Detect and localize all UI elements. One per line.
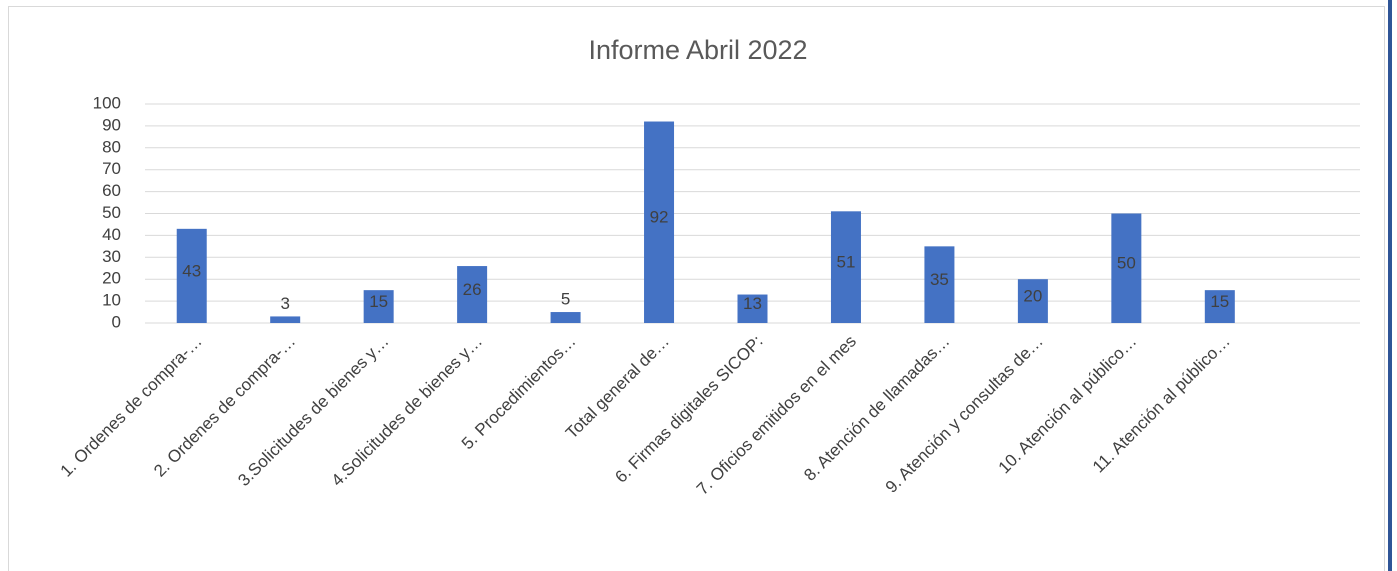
y-tick-label: 50: [102, 203, 121, 222]
edge-bar: [1388, 0, 1392, 571]
data-label: 51: [837, 253, 856, 272]
y-tick-label: 30: [102, 247, 121, 266]
y-tick-label: 80: [102, 137, 121, 156]
bar: [1017, 279, 1048, 323]
y-tick-label: 90: [102, 115, 121, 134]
bar: [363, 290, 394, 323]
y-tick-label: 100: [93, 93, 121, 112]
bar: [1204, 290, 1235, 323]
bar: [737, 294, 768, 323]
data-label: 35: [930, 270, 949, 289]
y-tick-label: 70: [102, 159, 121, 178]
y-tick-label: 0: [112, 312, 121, 331]
data-label: 5: [561, 290, 570, 309]
y-tick-label: 60: [102, 181, 121, 200]
data-label: 50: [1117, 254, 1136, 273]
y-tick-label: 40: [102, 225, 121, 244]
data-label: 92: [650, 208, 669, 227]
data-label: 26: [463, 280, 482, 299]
bar: [176, 228, 207, 323]
bar: [1111, 213, 1142, 323]
data-label: 13: [743, 294, 762, 313]
chart-frame: [8, 6, 1385, 571]
data-label: 20: [1023, 287, 1042, 306]
data-label: 15: [369, 292, 388, 311]
data-label: 15: [1210, 292, 1229, 311]
bar: [644, 121, 675, 324]
data-label: 43: [182, 261, 201, 280]
data-label: 3: [280, 294, 289, 313]
bar: [550, 312, 581, 323]
bar: [270, 316, 301, 323]
bar: [830, 211, 861, 323]
y-tick-label: 20: [102, 269, 121, 288]
bar: [457, 266, 488, 323]
y-tick-label: 10: [102, 291, 121, 310]
bar: [924, 246, 955, 323]
chart-title: Informe Abril 2022: [588, 35, 807, 65]
